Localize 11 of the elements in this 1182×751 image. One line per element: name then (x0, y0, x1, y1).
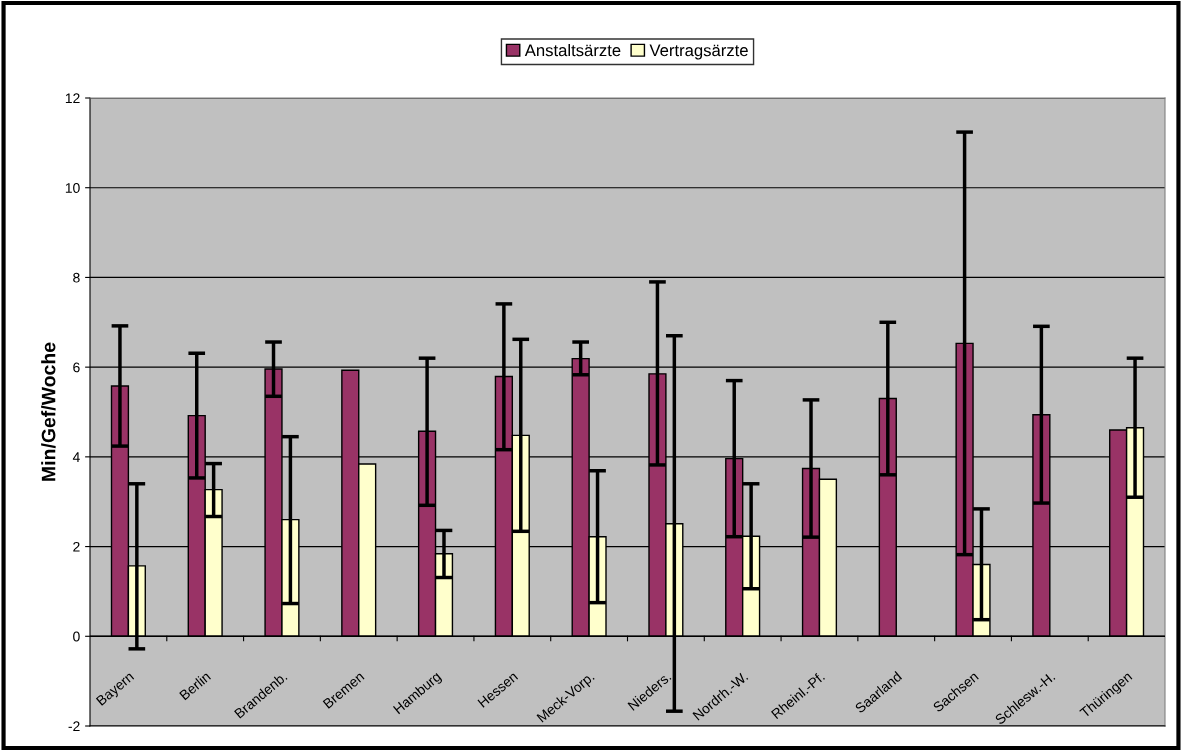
y-axis-title: Min/Gef/Woche (41, 342, 56, 481)
y-tick-label: 0 (73, 631, 80, 642)
y-tick-label: 8 (73, 272, 80, 283)
legend-label: Anstaltsärzte (524, 44, 621, 57)
y-tick-label: -2 (68, 721, 80, 732)
y-tick-label: 4 (72, 452, 80, 462)
y-tick-label: 6 (73, 362, 80, 373)
y-tick-label: 2 (73, 541, 80, 552)
legend-label: Vertragsärzte (649, 44, 748, 60)
y-tick-label: 10 (65, 183, 80, 193)
y-tick-label: 12 (65, 93, 80, 104)
